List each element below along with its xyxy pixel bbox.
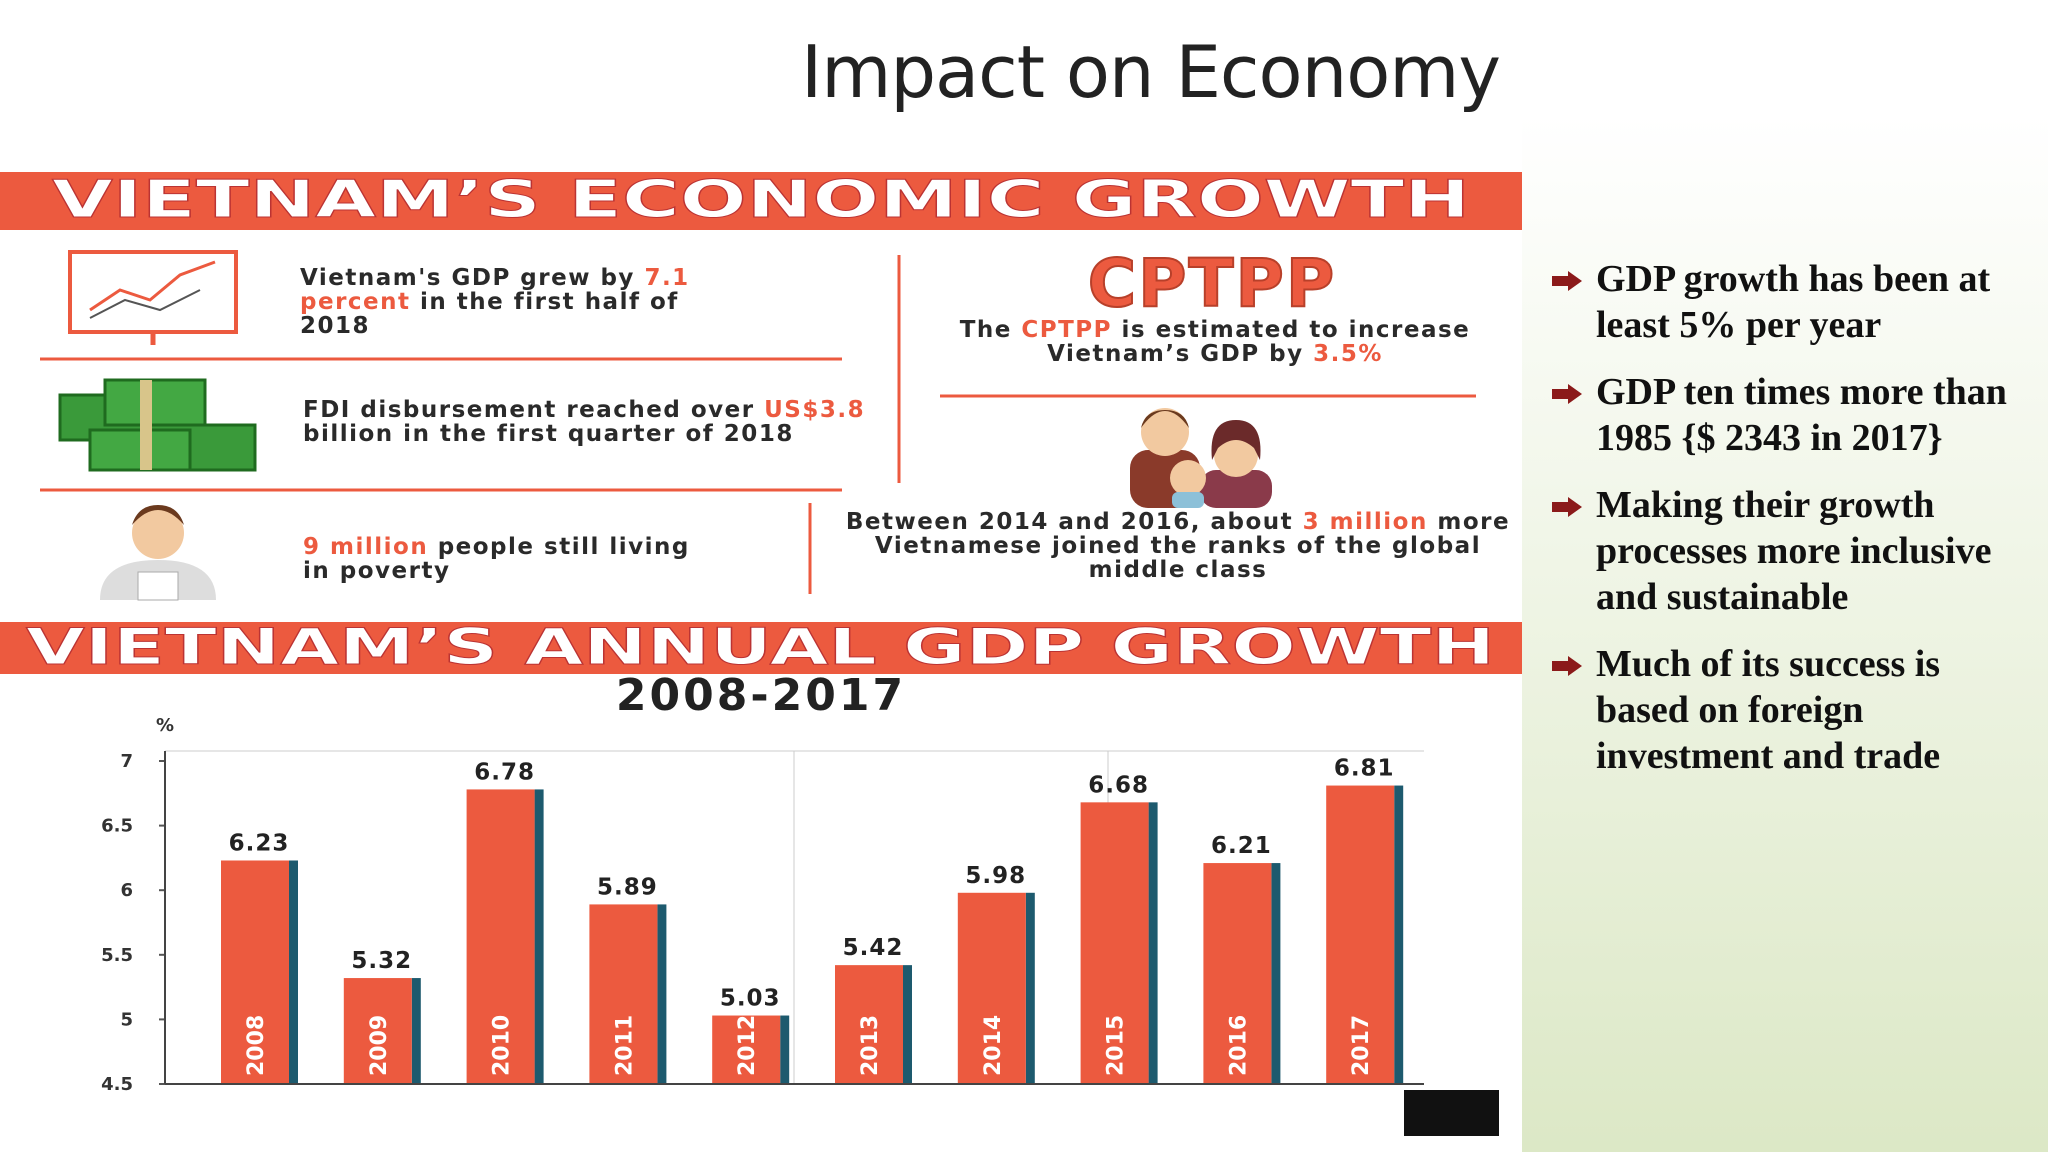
text-run: FDI disbursement reached over bbox=[303, 397, 765, 423]
text-run: 9 million bbox=[303, 534, 429, 560]
person-icon bbox=[100, 505, 216, 601]
value-label: 5.03 bbox=[720, 986, 781, 1012]
value-label: 6.78 bbox=[474, 759, 535, 785]
bar-shadow bbox=[657, 904, 667, 1084]
text-run: in the first half of 2018 bbox=[300, 289, 679, 339]
bullet-list: GDP growth has been at least 5% per year… bbox=[1552, 256, 2036, 779]
bullet: GDP ten times more than 1985 {$ 2343 in … bbox=[1552, 369, 2036, 461]
value-label: 5.42 bbox=[843, 935, 904, 961]
bullet-marker bbox=[1552, 384, 1582, 404]
bar-shadow bbox=[534, 789, 544, 1084]
banner bbox=[0, 172, 1522, 230]
bar bbox=[589, 904, 658, 1084]
value-label: 5.32 bbox=[351, 948, 412, 974]
money-icon bbox=[58, 378, 257, 472]
x-tick-label: 2008 bbox=[244, 1015, 269, 1076]
bar-shadow bbox=[780, 1015, 790, 1084]
bar-shadow bbox=[1025, 892, 1035, 1084]
bar bbox=[1326, 785, 1395, 1084]
text-run: is estimated to increase Vietnam’s GDP b… bbox=[1047, 317, 1471, 367]
bar-shadow bbox=[1148, 802, 1158, 1084]
y-tick-label: 7 bbox=[120, 751, 133, 772]
bullet-marker bbox=[1552, 497, 1582, 517]
value-label: 6.21 bbox=[1211, 833, 1272, 859]
fact: Between 2014 and 2016, about 3 million m… bbox=[838, 510, 1518, 582]
chart-icon bbox=[68, 250, 238, 345]
text-run: US$3.8 bbox=[764, 397, 866, 423]
text-run: more Vietnamese joined the ranks of the … bbox=[874, 509, 1511, 583]
x-tick-label: 2014 bbox=[981, 1015, 1006, 1076]
value-label: 6.68 bbox=[1088, 772, 1149, 798]
bullet-marker bbox=[1552, 271, 1582, 291]
x-tick-label: 2013 bbox=[858, 1015, 883, 1076]
value-label: 6.81 bbox=[1334, 756, 1395, 782]
bullet: GDP growth has been at least 5% per year bbox=[1552, 256, 2036, 348]
chart-title: VIETNAM’S ANNUAL GDP GROWTH bbox=[26, 618, 1495, 676]
x-tick-label: 2012 bbox=[735, 1015, 760, 1076]
y-tick-label: 6 bbox=[120, 880, 133, 901]
text-run: 7.1 percent bbox=[300, 265, 690, 315]
x-tick-label: 2015 bbox=[1104, 1015, 1129, 1076]
value-label: 5.89 bbox=[597, 874, 658, 900]
text-run: CPTPP bbox=[1021, 317, 1113, 343]
text-run: billion in the first quarter of 2018 bbox=[303, 421, 794, 447]
bar bbox=[1080, 802, 1149, 1084]
text-run: Vietnam's GDP grew by bbox=[300, 265, 645, 291]
side-panel bbox=[1522, 0, 2048, 1152]
y-tick-label: 5.5 bbox=[101, 945, 133, 966]
y-tick-label: 6.5 bbox=[101, 816, 133, 837]
y-tick-label: 4.5 bbox=[101, 1074, 133, 1095]
source-logo bbox=[1404, 1090, 1499, 1136]
slide-title: Impact on Economy bbox=[800, 30, 1501, 114]
x-tick-label: 2009 bbox=[367, 1015, 392, 1076]
value-label: 6.23 bbox=[229, 830, 290, 856]
y-tick-label: 5 bbox=[120, 1009, 133, 1030]
bullet: Much of its success is based on foreign … bbox=[1552, 641, 2036, 779]
x-tick-label: 2011 bbox=[612, 1015, 637, 1076]
text-run: 3 million bbox=[1302, 509, 1428, 535]
y-axis-label: % bbox=[156, 715, 174, 736]
bar bbox=[343, 978, 412, 1084]
bar bbox=[712, 1015, 781, 1084]
bar bbox=[957, 892, 1026, 1084]
text-run: The bbox=[959, 317, 1022, 343]
fact: Vietnam's GDP grew by 7.1 percent in the… bbox=[300, 266, 690, 338]
bar-shadow bbox=[411, 978, 421, 1084]
chart-subtitle: 2008-2017 bbox=[616, 670, 906, 721]
bar bbox=[1203, 863, 1272, 1084]
x-tick-label: 2010 bbox=[490, 1015, 515, 1076]
text-run: Between 2014 and 2016, about bbox=[845, 509, 1303, 535]
x-tick-label: 2017 bbox=[1349, 1015, 1374, 1076]
cptpp-logo: CPTPP bbox=[1088, 245, 1337, 322]
bar-shadow bbox=[903, 965, 912, 1084]
fact: The CPTPP is estimated to increase Vietn… bbox=[945, 318, 1485, 366]
text-run: people still living in poverty bbox=[303, 534, 690, 584]
bullet-marker bbox=[1552, 656, 1582, 676]
bar-shadow bbox=[289, 860, 298, 1084]
fact: 9 million people still living in poverty bbox=[303, 535, 723, 583]
value-label: 5.98 bbox=[965, 863, 1026, 889]
text-run: 3.5% bbox=[1313, 341, 1383, 367]
fact: FDI disbursement reached over US$3.8 bil… bbox=[303, 398, 883, 446]
bar-shadow bbox=[1271, 863, 1281, 1084]
bar bbox=[466, 789, 535, 1084]
family-icon bbox=[1130, 408, 1272, 508]
banner bbox=[0, 622, 1522, 674]
x-tick-label: 2016 bbox=[1226, 1015, 1251, 1076]
bar bbox=[835, 965, 903, 1084]
infographic: VIETNAM’S ECONOMIC GROWTH VIETNAM’S ANNU… bbox=[0, 170, 1522, 1136]
bar-shadow bbox=[1394, 785, 1404, 1084]
banner-title: VIETNAM’S ECONOMIC GROWTH bbox=[52, 170, 1470, 230]
bar bbox=[221, 860, 289, 1084]
bullet: Making their growth processes more inclu… bbox=[1552, 482, 2036, 620]
